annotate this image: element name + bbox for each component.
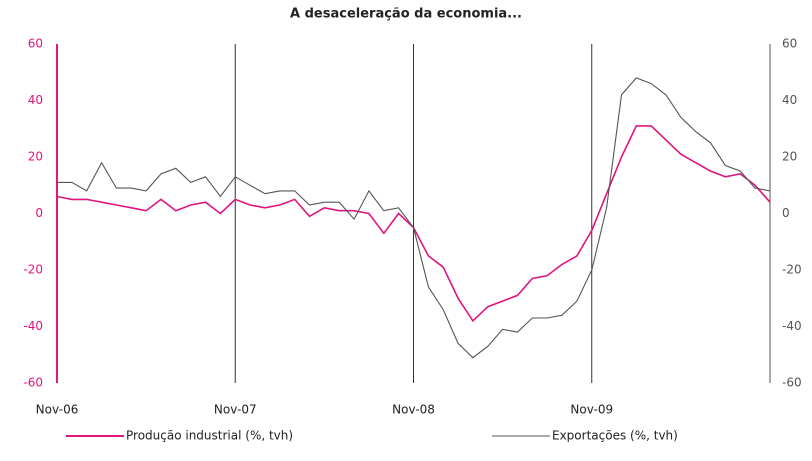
series-line (57, 77, 771, 359)
y2-tick-label: -20 (782, 263, 802, 277)
y2-tick-label: 60 (782, 37, 797, 51)
legend-label: Exportações (%, tvh) (552, 429, 678, 443)
y2-tick-label: -60 (782, 376, 802, 390)
y-tick-label: -20 (23, 263, 43, 277)
y2-tick-label: 20 (782, 150, 797, 164)
y-tick-label: 40 (28, 93, 43, 107)
chart-title: A desaceleração da economia... (290, 7, 522, 22)
y2-tick-label: -40 (782, 319, 802, 333)
y-tick-label: 20 (28, 150, 43, 164)
y-tick-label: -40 (23, 319, 43, 333)
x-tick-label: Nov-08 (392, 403, 435, 417)
y2-tick-label: 0 (782, 206, 790, 220)
x-tick-label: Nov-06 (36, 403, 79, 417)
legend-label: Produção industrial (%, tvh) (126, 429, 293, 443)
y-tick-label: 0 (35, 206, 43, 220)
x-tick-label: Nov-07 (214, 403, 257, 417)
y-tick-label: 60 (28, 37, 43, 51)
x-tick-label: Nov-09 (570, 403, 613, 417)
y2-tick-label: 40 (782, 93, 797, 107)
y-tick-label: -60 (23, 376, 43, 390)
